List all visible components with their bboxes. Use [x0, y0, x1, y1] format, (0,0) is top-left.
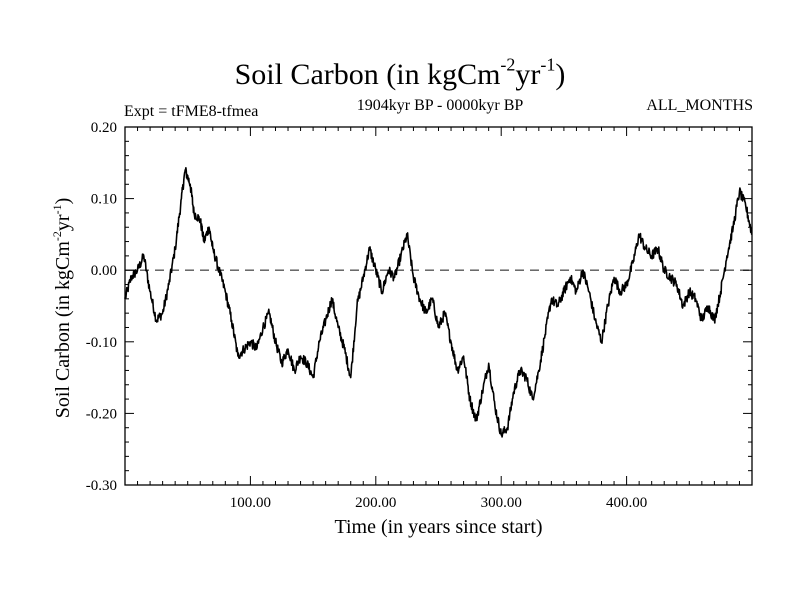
chart-title-end: ): [555, 58, 566, 91]
y-tick-label: -0.30: [86, 478, 117, 494]
x-tick-label: 300.00: [481, 495, 522, 511]
x-tick-label: 100.00: [230, 495, 271, 511]
y-axis-label: Soil Carbon (in kgCm-2yr-1): [50, 198, 74, 419]
x-tick-label: 200.00: [355, 495, 396, 511]
y-tick-label: -0.20: [86, 406, 117, 422]
chart-title: Soil Carbon (in kgCm-2yr-1): [0, 56, 800, 91]
time-range-label: 1904kyr BP - 0000kyr BP: [356, 97, 524, 114]
x-tick-label: 400.00: [606, 495, 647, 511]
y-axis-label-mid: yr: [52, 214, 74, 231]
tick-layer: [125, 126, 752, 486]
y-tick-label: -0.10: [86, 335, 117, 351]
y-axis-label-sup2: -1: [50, 204, 64, 214]
y-axis-label-end: ): [52, 198, 74, 205]
y-axis-label-main: Soil Carbon (in kgCm: [52, 241, 74, 419]
series-layer: [124, 167, 753, 438]
y-tick-label: 0.10: [91, 192, 117, 208]
chart-title-mid: yr: [515, 58, 541, 91]
y-tick-label: 0.20: [91, 120, 117, 136]
x-axis-label: Time (in years since start): [334, 516, 542, 538]
y-tick-label: 0.00: [91, 263, 117, 279]
experiment-label: Expt = tFME8-tfmea: [124, 103, 259, 120]
months-label: ALL_MONTHS: [646, 97, 753, 114]
y-axis-label-sup1: -2: [50, 231, 64, 241]
chart-title-main: Soil Carbon (in kgCm: [234, 58, 501, 91]
chart-title-sup1: -2: [500, 54, 516, 75]
plot-frame: [124, 126, 753, 486]
tick-label-layer: 100.00 200.00 300.00 400.00 -0.30 -0.20 -0.10 0…: [86, 120, 647, 511]
chart-title-sup2: -1: [540, 54, 556, 75]
series-line-soil-carbon: [124, 167, 753, 438]
